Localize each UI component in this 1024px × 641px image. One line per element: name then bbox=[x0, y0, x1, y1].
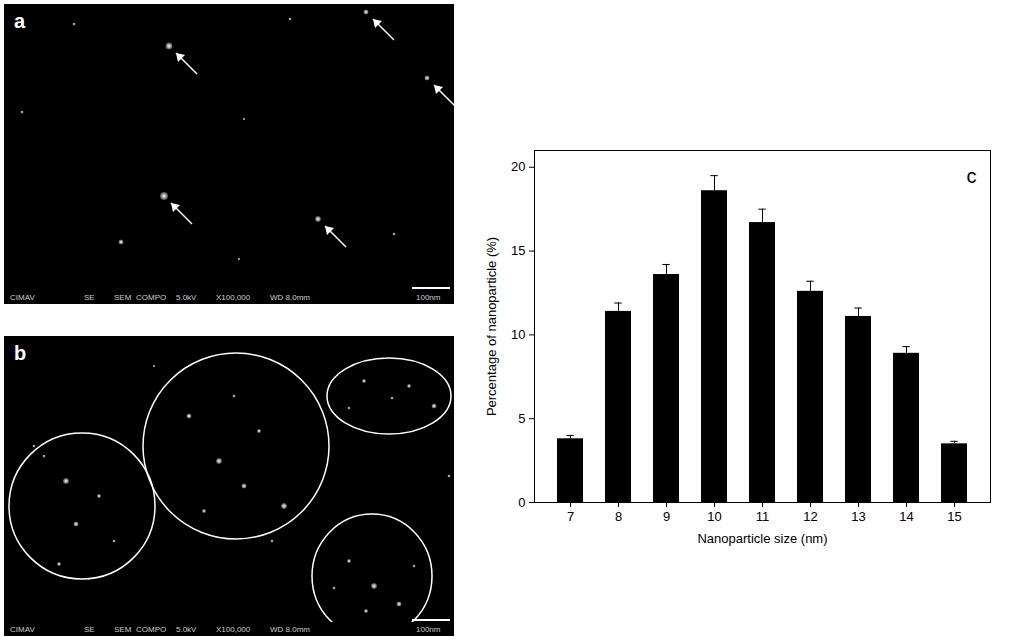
svg-text:9: 9 bbox=[663, 509, 670, 524]
svg-text:7: 7 bbox=[567, 509, 574, 524]
svg-text:COMPO: COMPO bbox=[136, 625, 166, 634]
svg-text:WD 8.0mm: WD 8.0mm bbox=[270, 293, 310, 302]
svg-text:20: 20 bbox=[511, 159, 525, 174]
svg-text:10: 10 bbox=[511, 327, 525, 342]
svg-text:5.0kV: 5.0kV bbox=[176, 625, 197, 634]
svg-text:X100,000: X100,000 bbox=[216, 293, 251, 302]
svg-text:5.0kV: 5.0kV bbox=[176, 293, 197, 302]
svg-text:b: b bbox=[14, 342, 26, 364]
svg-text:SEM: SEM bbox=[114, 625, 132, 634]
svg-text:c: c bbox=[967, 165, 977, 187]
svg-text:13: 13 bbox=[851, 509, 865, 524]
svg-text:12: 12 bbox=[803, 509, 817, 524]
svg-text:5: 5 bbox=[518, 411, 525, 426]
svg-text:CIMAV: CIMAV bbox=[10, 625, 35, 634]
svg-text:WD 8.0mm: WD 8.0mm bbox=[270, 625, 310, 634]
svg-text:Nanoparticle size (nm): Nanoparticle size (nm) bbox=[697, 531, 827, 546]
svg-text:100nm: 100nm bbox=[416, 625, 441, 634]
svg-text:X100,000: X100,000 bbox=[216, 625, 251, 634]
svg-text:14: 14 bbox=[899, 509, 913, 524]
svg-text:CIMAV: CIMAV bbox=[10, 293, 35, 302]
svg-text:15: 15 bbox=[947, 509, 961, 524]
svg-text:8: 8 bbox=[615, 509, 622, 524]
svg-text:Percentage of nanoparticle (%): Percentage of nanoparticle (%) bbox=[484, 237, 499, 416]
svg-text:SE: SE bbox=[84, 293, 95, 302]
svg-text:10: 10 bbox=[707, 509, 721, 524]
svg-text:11: 11 bbox=[756, 509, 770, 524]
svg-text:15: 15 bbox=[511, 243, 525, 258]
svg-text:SEM: SEM bbox=[114, 293, 132, 302]
svg-text:SE: SE bbox=[84, 625, 95, 634]
svg-text:0: 0 bbox=[518, 495, 525, 510]
svg-text:a: a bbox=[14, 10, 26, 32]
svg-text:COMPO: COMPO bbox=[136, 293, 166, 302]
svg-text:100nm: 100nm bbox=[416, 293, 441, 302]
